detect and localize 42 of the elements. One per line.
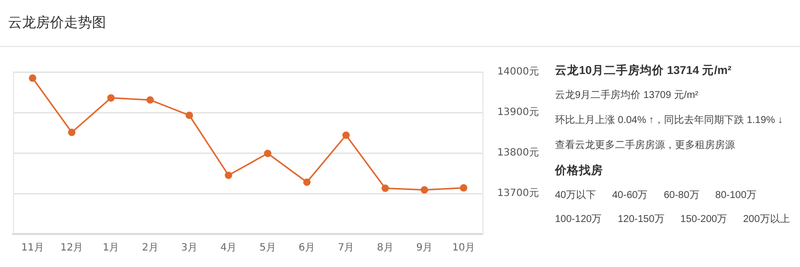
y-tick-label: 13700元 (497, 188, 539, 200)
x-tick-label: 2月 (142, 242, 158, 254)
x-tick-label: 12月 (60, 242, 84, 254)
point (264, 150, 272, 158)
point (186, 112, 194, 120)
x-tick-label: 9月 (416, 242, 433, 254)
text: 查看云龙更多二手房房源，更多租房房源 (555, 139, 736, 153)
x-tick-label: 7月 (338, 242, 354, 254)
point (146, 96, 154, 104)
text: 100-120万 (555, 213, 602, 227)
point (420, 186, 428, 194)
point (460, 184, 468, 192)
x-tick-label: 11月 (21, 242, 44, 254)
point (107, 94, 115, 102)
y-tick-label: 13800元 (497, 148, 539, 159)
point (28, 74, 36, 82)
x-tick-label: 3月 (181, 242, 198, 254)
text: 价格找房 (555, 164, 604, 178)
text: 80-100万 (715, 189, 756, 203)
x-tick-label: 1月 (102, 242, 120, 254)
text: 云龙9月二手房均价 13709 元/m² (555, 89, 700, 103)
x-tick-label: 6月 (298, 242, 316, 254)
text: 40-60万 (612, 189, 648, 203)
x-tick-label: 8月 (377, 242, 394, 254)
x-tick-label: 5月 (260, 242, 276, 254)
chart-title: 云龙房价走势图 (8, 14, 106, 32)
point (382, 184, 389, 192)
y-tick-label: 13900元 (497, 107, 539, 118)
text: 40万以下 (555, 189, 596, 203)
text: 200万以上 (743, 213, 790, 227)
x-tick-label: 4月 (220, 242, 237, 254)
x-tick-label: 10月 (452, 242, 475, 254)
text: 环比上月上涨 0.04% ↑，同比去年同期下跌 1.19% ↓ (555, 114, 784, 128)
text: 60-80万 (664, 189, 700, 203)
text: 120-150万 (618, 213, 664, 227)
point (303, 178, 311, 186)
text: 云龙10月二手房均价 13714 元/m² (555, 64, 732, 78)
y-tick-label: 14000元 (497, 66, 539, 78)
point (68, 128, 76, 136)
point (224, 172, 232, 179)
point (342, 131, 350, 139)
text: 150-200万 (680, 213, 728, 227)
